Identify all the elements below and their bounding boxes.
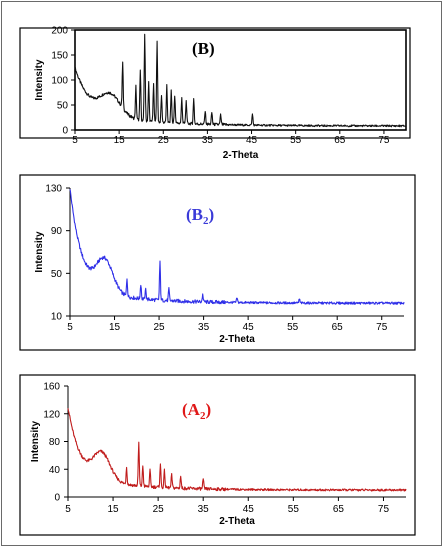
x-tick-label: 5 [67, 322, 73, 333]
y-axis-label: Intensity [34, 231, 45, 273]
y-tick-label: 130 [45, 184, 62, 195]
chart-panel-2: 5 15 25 35 45 55 65 75 10 50 90 130 2-Theta Intensity… [19, 174, 416, 351]
y-axis-label: Intensity [30, 421, 41, 463]
x-tick-label: 15 [114, 135, 126, 146]
x-tick-label: 45 [243, 504, 255, 515]
y-tick-label: 160 [43, 382, 60, 393]
y-tick-label: 120 [43, 409, 60, 420]
x-tick-label: 75 [378, 135, 390, 146]
chart-title: (B2) [186, 205, 214, 227]
chart-title-subscript: 2 [203, 215, 209, 227]
plot-border [74, 29, 407, 131]
x-tick-label: 25 [153, 504, 165, 515]
y-tick-label: 80 [49, 437, 61, 448]
x-tick-label: 75 [376, 322, 388, 333]
x-tick-label: 65 [332, 322, 344, 333]
x-axis-label: 2-Theta [223, 150, 259, 161]
figure-frame [1, 1, 442, 546]
x-axis-label: 2-Theta [219, 334, 255, 345]
x-tick-label: 15 [108, 504, 120, 515]
y-tick-label: 150 [51, 51, 68, 62]
y-tick-label: 40 [49, 465, 61, 476]
panel-frame [19, 374, 416, 536]
chart-panel-1: 5 15 25 35 45 55 65 75 0 50 100 150 200 2-Theta Intens… [19, 26, 411, 161]
y-axis-label: Intensity [34, 59, 45, 101]
x-tick-label: 25 [154, 322, 166, 333]
x-tick-label: 65 [333, 504, 345, 515]
y-tick-label: 10 [51, 312, 63, 323]
x-tick-label: 35 [202, 135, 214, 146]
y-tick-label: 200 [51, 26, 68, 37]
chart-title-close: ) [209, 205, 215, 224]
x-tick-label: 35 [198, 322, 210, 333]
chart-title: (A2) [182, 400, 211, 422]
x-tick-label: 45 [243, 322, 255, 333]
x-tick-label: 75 [378, 504, 390, 515]
y-tick-label: 0 [62, 126, 68, 137]
x-tick-label: 65 [334, 135, 346, 146]
y-tick-label: 50 [57, 101, 69, 112]
chart-title: (B) [192, 39, 215, 58]
x-tick-label: 35 [198, 504, 210, 515]
x-tick-label: 55 [288, 504, 300, 515]
y-tick-label: 100 [51, 76, 68, 87]
xrd-series-line [67, 408, 407, 492]
x-axis-label: 2-Theta [219, 516, 255, 527]
x-tick-label: 5 [72, 135, 78, 146]
x-tick-label: 15 [109, 322, 121, 333]
chart-title-close: ) [205, 400, 211, 419]
y-tick-label: 0 [54, 493, 60, 504]
panel-frame [19, 174, 416, 351]
xrd-series-line [74, 33, 407, 128]
x-tick-label: 25 [158, 135, 170, 146]
y-tick-label: 90 [51, 226, 63, 237]
x-tick-label: 55 [290, 135, 302, 146]
y-tick-label: 50 [51, 269, 63, 280]
x-tick-label: 45 [246, 135, 258, 146]
chart-title-subscript: 2 [200, 410, 206, 422]
panel-frame [19, 27, 411, 139]
xrd-series-line [69, 189, 405, 305]
chart-panel-3: 5 15 25 35 45 55 65 75 0 40 80 120 160 2-Theta Intensi… [19, 374, 416, 536]
x-tick-label: 55 [287, 322, 299, 333]
x-tick-label: 5 [65, 504, 71, 515]
